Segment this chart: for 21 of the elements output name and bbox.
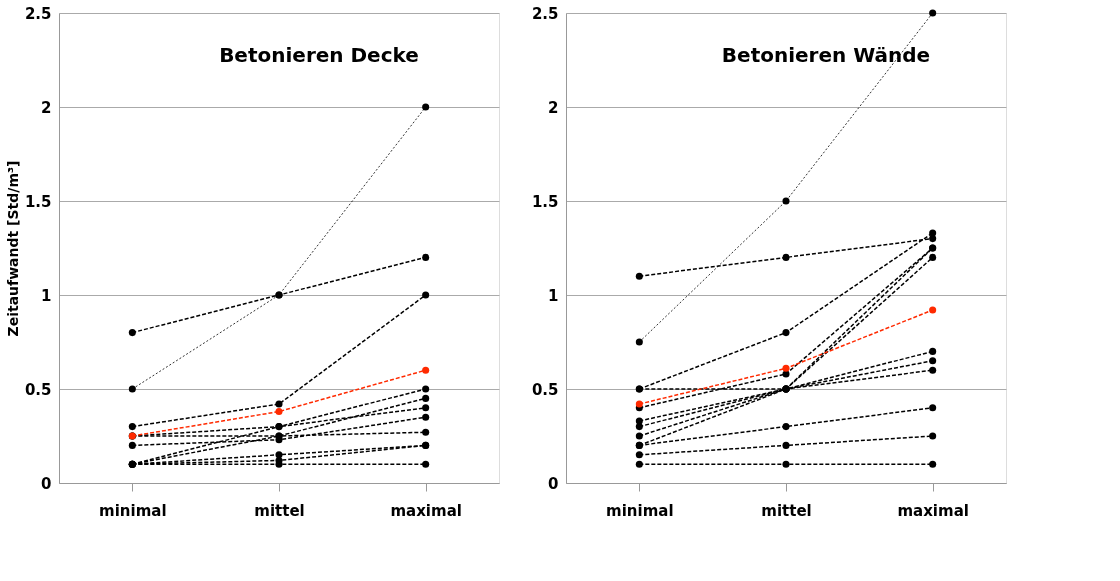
x-tick-label: minimal <box>606 501 674 520</box>
y-axis-title: Zeitaufwandt [Std/m³] <box>4 160 21 337</box>
y-tick-label: 0 <box>548 474 559 493</box>
y-tick-label: 0.5 <box>24 380 52 399</box>
text: Betonieren Decke <box>219 43 419 67</box>
y-tick-label: 0.5 <box>531 380 559 399</box>
text: Betonieren Wände <box>721 43 931 67</box>
y-tick-label: 0 <box>41 474 52 493</box>
y-tick-label: 2 <box>41 98 52 117</box>
x-tick-label: mittel <box>761 501 812 520</box>
y-tick-label: 2.5 <box>24 4 52 23</box>
y-tick-label: 2 <box>548 98 559 117</box>
y-tick-label: 2.5 <box>531 4 559 23</box>
y-tick-label: 1.5 <box>531 192 559 211</box>
y-tick-label: 1 <box>41 286 52 305</box>
x-tick-label: maximal <box>390 501 462 520</box>
x-tick-label: maximal <box>897 501 969 520</box>
y-tick-label: 1 <box>548 286 559 305</box>
x-tick-label: mittel <box>254 501 305 520</box>
y-tick-label: 1.5 <box>24 192 52 211</box>
x-tick-label: minimal <box>99 501 167 520</box>
